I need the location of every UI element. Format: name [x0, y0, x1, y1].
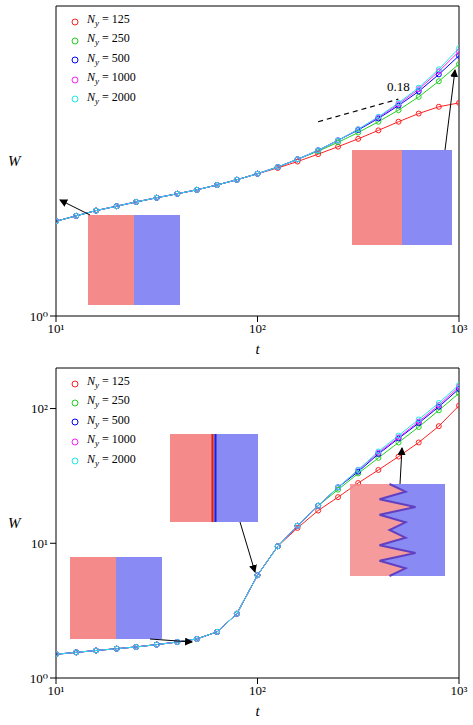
svg-text:10²: 10² [249, 321, 266, 336]
svg-text:10⁰: 10⁰ [30, 671, 48, 686]
svg-text:t: t [255, 703, 260, 719]
svg-text:10²: 10² [249, 683, 266, 698]
svg-text:10¹: 10¹ [48, 321, 65, 336]
svg-text:0.18: 0.18 [387, 79, 410, 94]
svg-text:10¹: 10¹ [48, 683, 65, 698]
svg-text:W: W [8, 515, 22, 531]
html-text:Ny= 2000: Ny= 2000 [87, 451, 136, 468]
html-text:Ny= 500: Ny= 500 [87, 50, 130, 68]
svg-text:10²: 10² [31, 401, 48, 416]
html-text:Ny= 1000: Ny= 1000 [87, 70, 136, 87]
html-text:Ny= 125: Ny= 125 [87, 374, 130, 391]
html-text:Ny= 2000: Ny= 2000 [87, 89, 136, 106]
svg-text:10¹: 10¹ [31, 536, 48, 551]
html-text:Ny= 500: Ny= 500 [87, 412, 130, 430]
svg-text:t: t [255, 341, 260, 357]
svg-text:10³: 10³ [451, 321, 468, 336]
svg-text:10⁰: 10⁰ [30, 309, 48, 324]
svg-text:10³: 10³ [451, 683, 468, 698]
html-text:Ny= 1000: Ny= 1000 [87, 432, 136, 449]
html-text:Ny= 250: Ny= 250 [87, 393, 130, 410]
html-text:Ny= 125: Ny= 125 [87, 12, 130, 29]
svg-text:W: W [8, 153, 22, 169]
html-text:Ny= 250: Ny= 250 [87, 31, 130, 48]
